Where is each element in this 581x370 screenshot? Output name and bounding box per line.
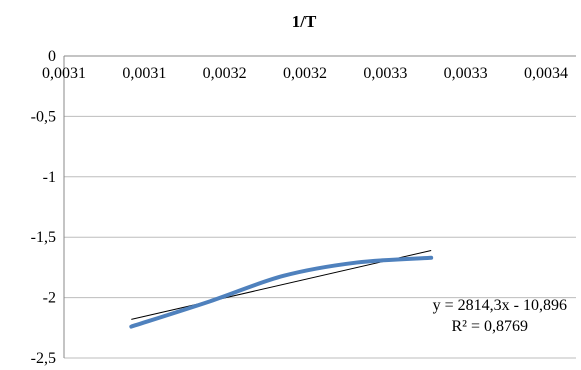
chart-title: 1/T bbox=[292, 12, 317, 31]
x-tick-label: 0,0031 bbox=[42, 65, 86, 82]
trendline-r-squared: R² = 0,8769 bbox=[452, 318, 529, 335]
grid bbox=[63, 55, 576, 359]
plot-area bbox=[129, 250, 434, 329]
x-tick-label: 0,0033 bbox=[363, 65, 407, 82]
y-tick-label: -2,5 bbox=[31, 350, 56, 367]
x-axis-ticks: 0,0031 0,0031 0,0032 0,0032 0,0033 0,0033 0,00… bbox=[42, 65, 568, 82]
x-tick-label: 0,0034 bbox=[524, 65, 568, 82]
x-tick-label: 0,0033 bbox=[444, 65, 488, 82]
y-tick-label: -2 bbox=[43, 290, 56, 307]
series-line bbox=[129, 255, 434, 329]
x-tick-label: 0,0032 bbox=[203, 65, 247, 82]
y-tick-label: -0,5 bbox=[31, 108, 56, 125]
y-tick-label: -1,5 bbox=[31, 229, 56, 246]
y-tick-label: -1 bbox=[43, 169, 56, 186]
trendline-equation: y = 2814,3x - 10,896 bbox=[433, 297, 567, 314]
y-axis-ticks: 0 -0,5 -1 -1,5 -2 -2,5 bbox=[31, 48, 56, 367]
y-tick-label: 0 bbox=[48, 48, 56, 65]
x-tick-label: 0,0032 bbox=[283, 65, 327, 82]
x-tick-label: 0,0031 bbox=[122, 65, 166, 82]
